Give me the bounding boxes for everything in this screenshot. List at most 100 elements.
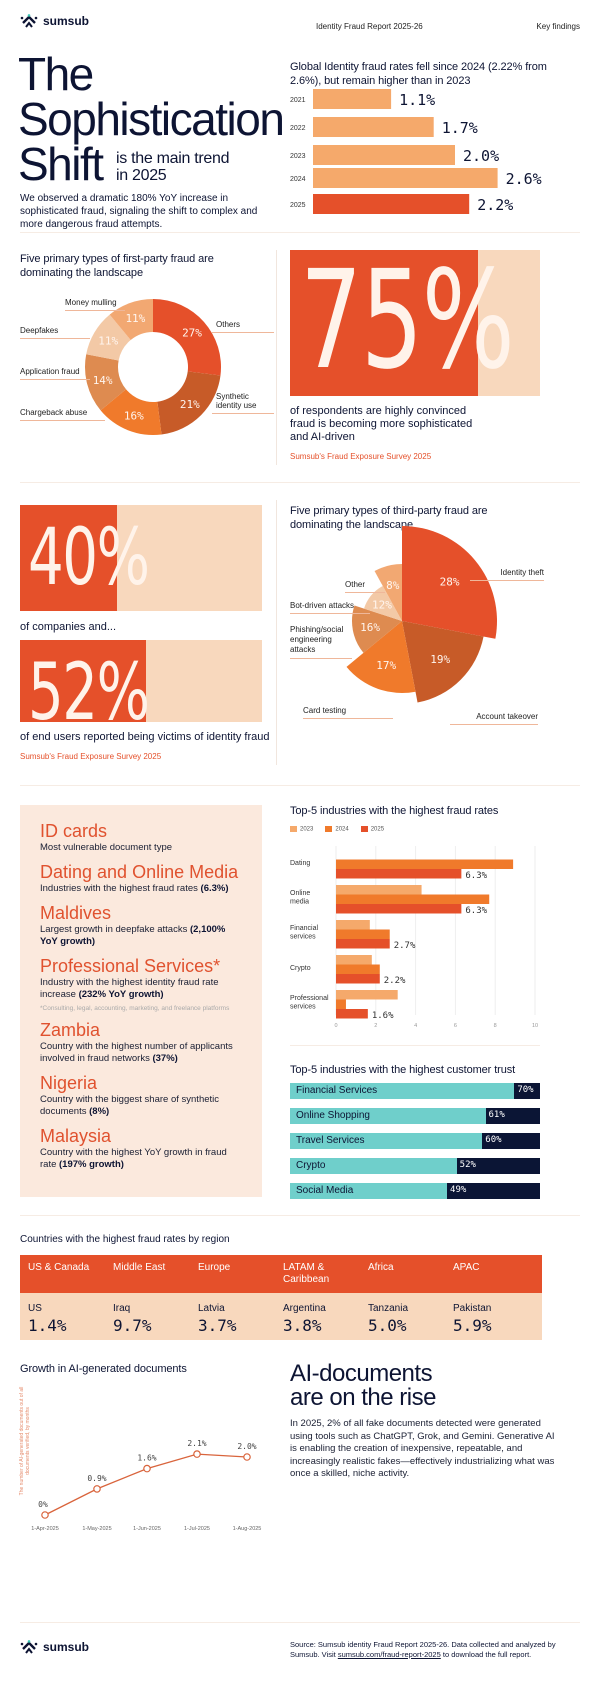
sumsub-logo-icon bbox=[20, 14, 38, 28]
finding-desc: Largest growth in deepfake attacks bbox=[40, 924, 190, 935]
respondents-stat-text: of respondents are highly convinced frau… bbox=[290, 405, 473, 443]
region-country: Argentina bbox=[283, 1303, 326, 1314]
finding-title: Nigeria bbox=[40, 1073, 98, 1093]
donut-slice-label: 16% bbox=[124, 409, 144, 422]
trust-bar-label: Online Shopping bbox=[296, 1110, 370, 1121]
line-point bbox=[193, 1450, 201, 1458]
finding-text: Most vulnerable document type bbox=[40, 842, 242, 854]
donut-slice bbox=[153, 299, 222, 376]
respondents-stat-box: 75% bbox=[290, 246, 540, 396]
donut-slice bbox=[85, 354, 127, 411]
polar-slice-label: 16% bbox=[360, 621, 380, 634]
category-label: Online media bbox=[290, 890, 310, 906]
finding-highlight: (232% YoY growth) bbox=[78, 989, 164, 1000]
year-bar-value: 2.2% bbox=[477, 196, 513, 214]
hero-body: We observed a dramatic 180% YoY increase… bbox=[20, 193, 258, 230]
industry-bar-2023 bbox=[336, 955, 372, 965]
region-country: Pakistan bbox=[453, 1303, 492, 1314]
regions-title: Countries with the highest fraud rates b… bbox=[20, 1234, 230, 1245]
region-name: Middle East bbox=[113, 1262, 166, 1273]
fraud-rate-chart-title: Global Identity fraud rates fell since 2… bbox=[290, 61, 547, 87]
year-bar bbox=[313, 117, 434, 137]
polar-slice bbox=[346, 621, 416, 693]
third-party-title: Five primary types of third-party fraud … bbox=[290, 505, 488, 531]
polar-slice-label: 28% bbox=[440, 576, 460, 589]
brand-name: sumsub bbox=[43, 14, 90, 28]
finding-desc: Industries with the highest fraud rates bbox=[40, 883, 201, 894]
year-bar-value: 2.0% bbox=[463, 147, 499, 165]
trust-bar-value: 49% bbox=[450, 1185, 467, 1195]
x-tick-label: 2 bbox=[374, 1023, 377, 1029]
year-label: 2025 bbox=[290, 202, 306, 209]
region-country: Iraq bbox=[113, 1303, 131, 1314]
finding-item: Professional Services* Industry with the … bbox=[40, 956, 242, 1012]
industry-bar-2023 bbox=[336, 920, 370, 930]
footer-logo[interactable]: sumsub bbox=[20, 1640, 89, 1654]
companies-stat-value: 40% bbox=[28, 513, 150, 603]
report-link[interactable]: sumsub.com/fraud-report-2025 bbox=[337, 1650, 441, 1659]
polar-slice bbox=[352, 605, 402, 653]
line-point bbox=[93, 1485, 101, 1493]
finding-item: Malaysia Country with the highest YoY gro… bbox=[40, 1126, 242, 1171]
section-label: Key findings bbox=[536, 22, 580, 31]
industry-bar-value: 1.6% bbox=[372, 1011, 394, 1021]
industry-fraud-title: Top-5 industries with the highest fraud … bbox=[290, 805, 499, 817]
region-name: US & Canada bbox=[28, 1262, 90, 1273]
polar-slice-label: 8% bbox=[386, 579, 400, 592]
year-label: 2024 bbox=[290, 176, 306, 183]
polar-label-identity-theft: Identity theft bbox=[470, 568, 544, 581]
year-bar-value: 1.1% bbox=[399, 91, 435, 109]
footer-source: Source: Sumsub identity Fraud Report 202… bbox=[290, 1640, 560, 1660]
companies-stat-box: 40% bbox=[20, 505, 262, 611]
trust-bar-label: Travel Services bbox=[296, 1135, 365, 1146]
line-point-label: 1.6% bbox=[137, 1454, 156, 1463]
section-divider bbox=[20, 1215, 580, 1216]
finding-desc: Country with the highest YoY growth in f… bbox=[40, 1147, 227, 1170]
region-value: 3.7% bbox=[198, 1316, 237, 1335]
region-value: 9.7% bbox=[113, 1316, 152, 1335]
polar-label-bot-driven: Bot-driven attacks bbox=[290, 601, 370, 614]
year-bar-value: 1.7% bbox=[442, 119, 478, 137]
year-label: 2022 bbox=[290, 125, 306, 132]
column-divider bbox=[276, 500, 277, 765]
trust-bar-value: 70% bbox=[517, 1085, 534, 1095]
stat-fill bbox=[20, 640, 146, 722]
donut-slice bbox=[100, 389, 162, 435]
end-users-source: Sumsub's Fraud Exposure Survey 2025 bbox=[20, 752, 162, 761]
category-label-line: media bbox=[290, 899, 309, 906]
sumsub-logo-icon bbox=[20, 1640, 38, 1654]
brand-logo[interactable]: sumsub bbox=[20, 14, 89, 28]
finding-highlight: (197% growth) bbox=[59, 1159, 124, 1170]
year-bar bbox=[313, 168, 498, 188]
trust-bar: Financial Services 70% bbox=[290, 1083, 540, 1099]
trust-bar-label: Social Media bbox=[296, 1185, 354, 1196]
industry-bar-2024 bbox=[336, 964, 380, 974]
stat-fill bbox=[20, 505, 117, 611]
line-point bbox=[41, 1511, 49, 1519]
end-users-stat-text: of end users reported being victims of i… bbox=[20, 731, 270, 743]
polar-slice bbox=[402, 526, 497, 639]
ai-docs-body: In 2025, 2% of all fake documents detect… bbox=[290, 1418, 555, 1479]
region-name: Europe bbox=[198, 1262, 231, 1273]
trust-bar-fill bbox=[290, 1108, 486, 1124]
x-tick-label: 6 bbox=[454, 1023, 457, 1029]
line-point bbox=[243, 1453, 251, 1461]
hero-subtitle-line: in 2025 bbox=[116, 167, 167, 184]
polar-label-phishing: Phishing/social engineering attacks bbox=[290, 625, 352, 659]
region-value: 5.9% bbox=[453, 1316, 492, 1335]
report-title: Identity Fraud Report 2025-26 bbox=[316, 22, 423, 31]
respondents-source: Sumsub's Fraud Exposure Survey 2025 bbox=[290, 452, 432, 461]
hero-title-line: Shift bbox=[18, 138, 104, 190]
finding-title: Dating and Online Media bbox=[40, 862, 239, 882]
region-country: Latvia bbox=[198, 1303, 225, 1314]
finding-text: Largest growth in deepfake attacks (2,10… bbox=[40, 924, 242, 948]
donut-label-chargeback-abuse: Chargeback abuse bbox=[20, 408, 105, 421]
finding-text: Country with the highest YoY growth in f… bbox=[40, 1147, 242, 1171]
donut-slice bbox=[86, 314, 131, 361]
finding-title: Maldives bbox=[40, 903, 112, 923]
finding-title: Professional Services* bbox=[40, 956, 221, 976]
polar-label-other: Other bbox=[345, 580, 385, 593]
finding-text: Industries with the highest fraud rates … bbox=[40, 883, 242, 895]
trust-bar: Online Shopping 61% bbox=[290, 1108, 540, 1124]
finding-item: Nigeria Country with the biggest share of… bbox=[40, 1073, 242, 1118]
